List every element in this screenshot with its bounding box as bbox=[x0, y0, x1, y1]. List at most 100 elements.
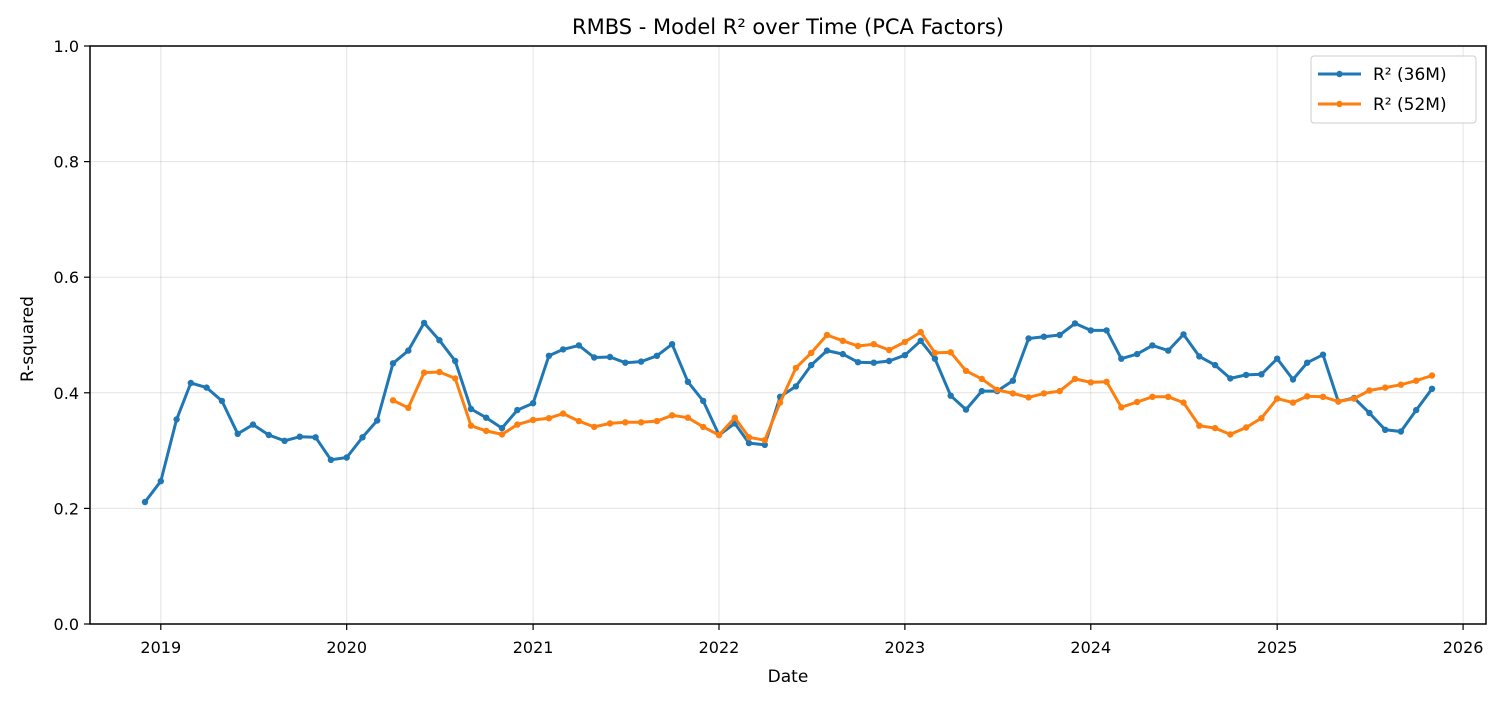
y-tick-label: 0.0 bbox=[54, 615, 79, 634]
data-point bbox=[1056, 387, 1063, 395]
data-point bbox=[885, 346, 893, 354]
data-point bbox=[591, 423, 598, 431]
data-point bbox=[684, 378, 692, 385]
legend-label: R² (36M) bbox=[1373, 65, 1447, 85]
y-tick-label: 1.0 bbox=[54, 37, 79, 56]
data-point bbox=[296, 433, 303, 440]
data-point bbox=[1397, 381, 1405, 388]
x-tick-label: 2021 bbox=[513, 638, 554, 657]
data-point bbox=[1118, 404, 1125, 411]
data-point bbox=[885, 357, 893, 365]
data-point bbox=[343, 454, 350, 461]
data-point bbox=[1335, 398, 1342, 405]
data-point bbox=[1382, 426, 1389, 433]
data-point bbox=[1133, 350, 1141, 358]
data-point bbox=[761, 437, 768, 444]
y-axis: 0.0 0.2 0.4 0.6 0.8 1.0 bbox=[54, 37, 90, 634]
data-point bbox=[312, 434, 319, 441]
data-point bbox=[668, 412, 676, 419]
data-point bbox=[808, 349, 815, 357]
data-point bbox=[1149, 393, 1156, 400]
data-point bbox=[962, 367, 970, 374]
data-point bbox=[591, 354, 598, 361]
x-axis: 2019 2020 2021 2022 2023 2024 2025 2026 bbox=[140, 624, 1483, 657]
data-point bbox=[792, 383, 800, 390]
data-point bbox=[668, 341, 676, 348]
data-point bbox=[234, 430, 241, 437]
data-point bbox=[514, 406, 521, 414]
data-point bbox=[839, 337, 846, 344]
data-point bbox=[1289, 399, 1297, 406]
data-point bbox=[1040, 333, 1048, 340]
data-point bbox=[187, 379, 194, 387]
data-point bbox=[1211, 424, 1219, 432]
data-point bbox=[854, 342, 862, 350]
data-point bbox=[917, 337, 924, 344]
data-point bbox=[141, 498, 149, 506]
data-point bbox=[1103, 378, 1110, 385]
data-point bbox=[452, 375, 459, 382]
gridlines bbox=[90, 45, 1486, 625]
chart-title: RMBS - Model R² over Time (PCA Factors) bbox=[572, 15, 1004, 39]
legend-swatch-marker bbox=[1336, 100, 1343, 108]
data-point bbox=[514, 421, 521, 428]
data-point bbox=[870, 359, 877, 366]
data-point bbox=[436, 337, 443, 344]
data-point bbox=[931, 355, 939, 362]
data-point bbox=[1428, 385, 1436, 392]
data-point bbox=[374, 417, 381, 424]
data-point bbox=[1087, 379, 1095, 386]
data-point bbox=[1165, 347, 1172, 354]
data-point bbox=[1413, 377, 1420, 384]
data-point bbox=[359, 434, 366, 441]
data-point bbox=[993, 386, 1001, 394]
data-point bbox=[420, 319, 428, 327]
data-point bbox=[792, 364, 800, 372]
data-point bbox=[917, 328, 924, 336]
data-point bbox=[1382, 384, 1389, 391]
data-point bbox=[218, 397, 226, 405]
series-36m bbox=[141, 319, 1436, 506]
legend-label: R² (52M) bbox=[1373, 95, 1447, 115]
data-point bbox=[1165, 393, 1172, 400]
data-point bbox=[606, 420, 614, 427]
data-point bbox=[1071, 320, 1079, 327]
data-point bbox=[854, 359, 862, 366]
data-point bbox=[947, 349, 954, 356]
data-point bbox=[1133, 398, 1141, 406]
data-point bbox=[1413, 406, 1420, 414]
data-point bbox=[405, 347, 412, 354]
data-point bbox=[265, 431, 272, 439]
data-point bbox=[1227, 375, 1234, 382]
data-point bbox=[637, 419, 645, 426]
data-point bbox=[776, 399, 784, 406]
data-point bbox=[684, 414, 692, 421]
data-point bbox=[823, 347, 831, 354]
data-point bbox=[420, 369, 428, 376]
data-point bbox=[1211, 361, 1219, 369]
x-tick-label: 2022 bbox=[699, 638, 740, 657]
data-point bbox=[157, 478, 164, 485]
data-point bbox=[1258, 415, 1265, 422]
plot-frame bbox=[89, 45, 1487, 625]
data-point bbox=[1366, 387, 1373, 394]
data-point bbox=[731, 414, 738, 421]
x-tick-label: 2019 bbox=[140, 638, 181, 657]
data-point bbox=[1196, 422, 1203, 429]
data-point bbox=[1242, 371, 1250, 379]
data-point bbox=[173, 416, 180, 423]
data-point bbox=[606, 353, 614, 361]
data-point bbox=[1180, 331, 1187, 338]
data-point bbox=[1087, 327, 1095, 334]
data-point bbox=[483, 427, 490, 435]
y-tick-label: 0.8 bbox=[54, 153, 79, 172]
legend: R² (36M) R² (52M) bbox=[1310, 55, 1477, 124]
data-point bbox=[575, 342, 583, 349]
data-point bbox=[467, 405, 475, 413]
data-point bbox=[637, 358, 645, 365]
data-point bbox=[978, 387, 985, 395]
data-point bbox=[1196, 353, 1203, 360]
legend-item: R² (36M) bbox=[1318, 65, 1447, 85]
data-point bbox=[1289, 376, 1297, 383]
